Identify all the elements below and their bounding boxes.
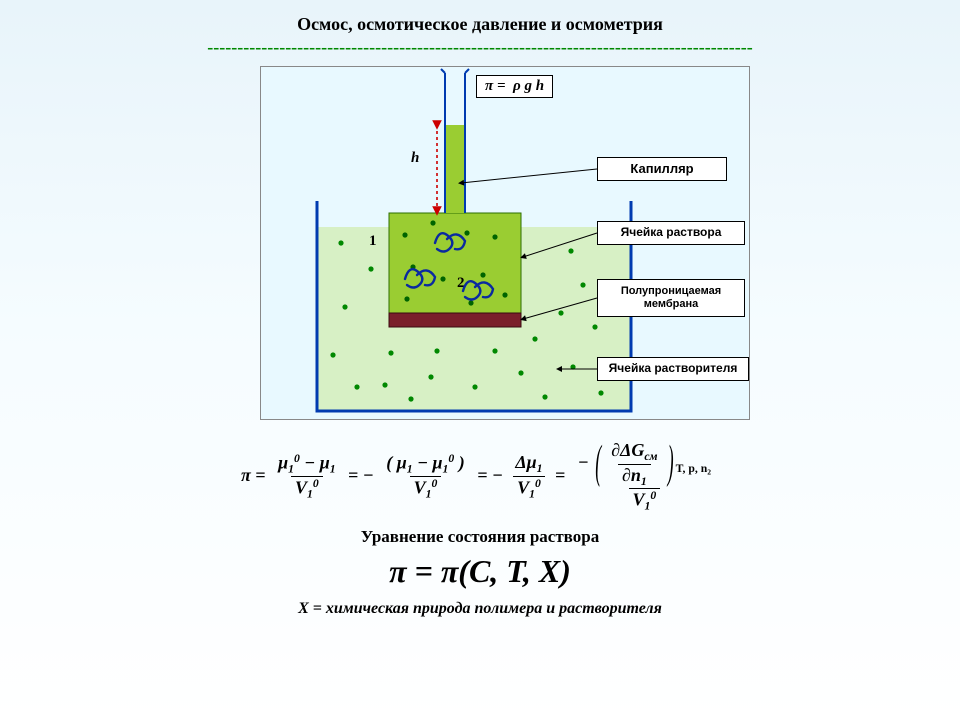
callout-label: Ячейка раствора (597, 221, 745, 245)
equation-main: π = μ10 − μ1V10 = − ( μ1 − μ10 )V10 = − … (0, 440, 960, 513)
equation-note: Х = химическая природа полимера и раство… (0, 600, 960, 618)
equation-caption: Уравнение состояния раствора (0, 527, 960, 547)
osmometer-diagram: h12КапиллярЯчейка раствораПолупроницаема… (260, 66, 750, 420)
svg-text:h: h (411, 150, 419, 166)
callout-label: Полупроницаемая мембрана (597, 279, 745, 317)
equation-state: π = π(C, T, X) (0, 553, 960, 590)
svg-text:1: 1 (369, 233, 377, 249)
callout-label: Капилляр (597, 157, 727, 181)
callout-label: Ячейка растворителя (597, 357, 749, 381)
page-title: Осмос, осмотическое давление и осмометри… (0, 0, 960, 35)
divider-dashes: ----------------------------------------… (0, 37, 960, 58)
pressure-formula: π = ρ g h (476, 75, 553, 98)
